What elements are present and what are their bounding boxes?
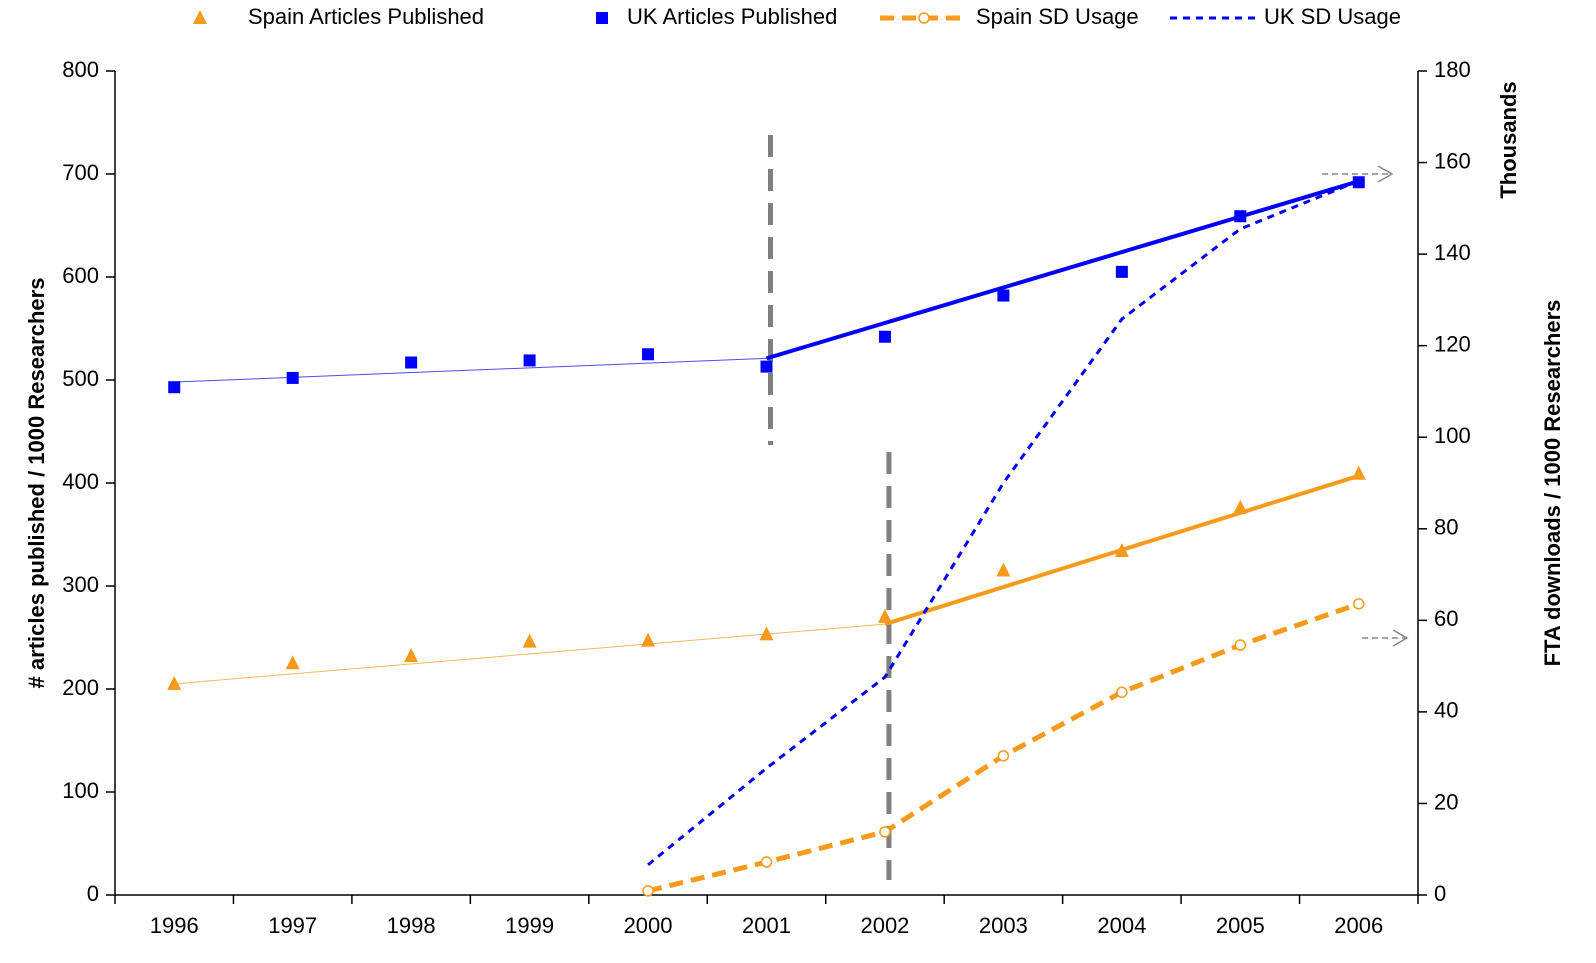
y2-tick-label: 180 bbox=[1434, 57, 1471, 82]
legend-marker bbox=[596, 12, 608, 24]
arrows bbox=[1322, 165, 1409, 647]
circle-marker bbox=[642, 885, 654, 897]
y-tick-label: 400 bbox=[62, 469, 99, 494]
circle-marker bbox=[1234, 639, 1247, 651]
x-tick-label: 2005 bbox=[1216, 913, 1265, 938]
legend-marker bbox=[918, 12, 930, 24]
legend-label: Spain Articles Published bbox=[248, 4, 484, 29]
triangle-marker bbox=[522, 633, 537, 648]
y2-axis-title: FTA downloads / 1000 Researchers bbox=[1540, 300, 1565, 667]
triangle-marker bbox=[641, 632, 656, 647]
circle-marker bbox=[879, 826, 891, 838]
legend-label: Spain SD Usage bbox=[976, 4, 1139, 29]
y2-tick-label: 160 bbox=[1434, 148, 1471, 173]
x-tick-label: 2003 bbox=[979, 913, 1028, 938]
square-marker bbox=[1352, 176, 1365, 189]
triangle-marker bbox=[193, 10, 207, 24]
y2-unit: Thousands bbox=[1496, 81, 1521, 198]
square-marker bbox=[1115, 265, 1128, 278]
legend-label: UK SD Usage bbox=[1264, 4, 1401, 29]
circle-marker bbox=[760, 856, 773, 868]
y-tick-label: 800 bbox=[62, 57, 99, 82]
y2-tick-label: 60 bbox=[1434, 606, 1458, 631]
square-marker bbox=[1234, 210, 1247, 223]
circle-marker bbox=[997, 750, 1010, 762]
trendline bbox=[174, 623, 885, 685]
x-tick-label: 1996 bbox=[150, 913, 199, 938]
legend-marker bbox=[193, 10, 207, 24]
x-tick-label: 2004 bbox=[1097, 913, 1146, 938]
y2-tick-label: 100 bbox=[1434, 423, 1471, 448]
y2-tick-label: 40 bbox=[1434, 698, 1458, 723]
triangle-marker bbox=[1351, 465, 1366, 480]
x-tick-label: 1998 bbox=[387, 913, 436, 938]
y-tick-label: 200 bbox=[62, 675, 99, 700]
x-tick-label: 1999 bbox=[505, 913, 554, 938]
x-tick-label: 2000 bbox=[624, 913, 673, 938]
trendline bbox=[765, 179, 1360, 361]
triangle-marker bbox=[759, 626, 774, 641]
y-tick-label: 700 bbox=[62, 160, 99, 185]
trendline bbox=[174, 357, 767, 383]
square-marker bbox=[642, 348, 655, 361]
y-tick-label: 500 bbox=[62, 366, 99, 391]
triangle-marker bbox=[877, 608, 892, 623]
y2-tick-label: 0 bbox=[1434, 881, 1446, 906]
y-tick-label: 600 bbox=[62, 263, 99, 288]
y2-tick-label: 120 bbox=[1434, 331, 1471, 356]
x-tick-label: 2006 bbox=[1334, 913, 1383, 938]
y-tick-label: 0 bbox=[87, 881, 99, 906]
square-marker bbox=[168, 381, 181, 394]
square-marker bbox=[405, 356, 418, 369]
square-marker bbox=[596, 12, 608, 24]
y-tick-label: 100 bbox=[62, 778, 99, 803]
x-tick-label: 2002 bbox=[860, 913, 909, 938]
square-marker bbox=[760, 360, 773, 373]
circle-marker bbox=[1116, 686, 1128, 698]
square-marker bbox=[523, 354, 536, 367]
y2-tick-label: 140 bbox=[1434, 240, 1471, 265]
square-marker bbox=[286, 371, 299, 384]
legend-label: UK Articles Published bbox=[627, 4, 837, 29]
y-axis-title: # articles published / 1000 Researchers bbox=[24, 278, 49, 689]
triangle-marker bbox=[1114, 542, 1129, 557]
triangle-marker bbox=[1233, 499, 1248, 514]
y2-tick-label: 80 bbox=[1434, 515, 1458, 540]
square-marker bbox=[878, 330, 891, 343]
triangle-marker bbox=[285, 655, 300, 670]
y2-tick-label: 20 bbox=[1434, 789, 1458, 814]
series-line bbox=[647, 179, 1360, 866]
series-line bbox=[647, 601, 1360, 894]
x-tick-label: 2001 bbox=[742, 913, 791, 938]
triangle-marker bbox=[996, 562, 1011, 577]
triangle-marker bbox=[404, 648, 419, 663]
circle-marker bbox=[1353, 598, 1365, 610]
x-tick-label: 1997 bbox=[268, 913, 317, 938]
y-tick-label: 300 bbox=[62, 572, 99, 597]
square-marker bbox=[997, 289, 1010, 302]
triangle-marker bbox=[167, 675, 182, 690]
